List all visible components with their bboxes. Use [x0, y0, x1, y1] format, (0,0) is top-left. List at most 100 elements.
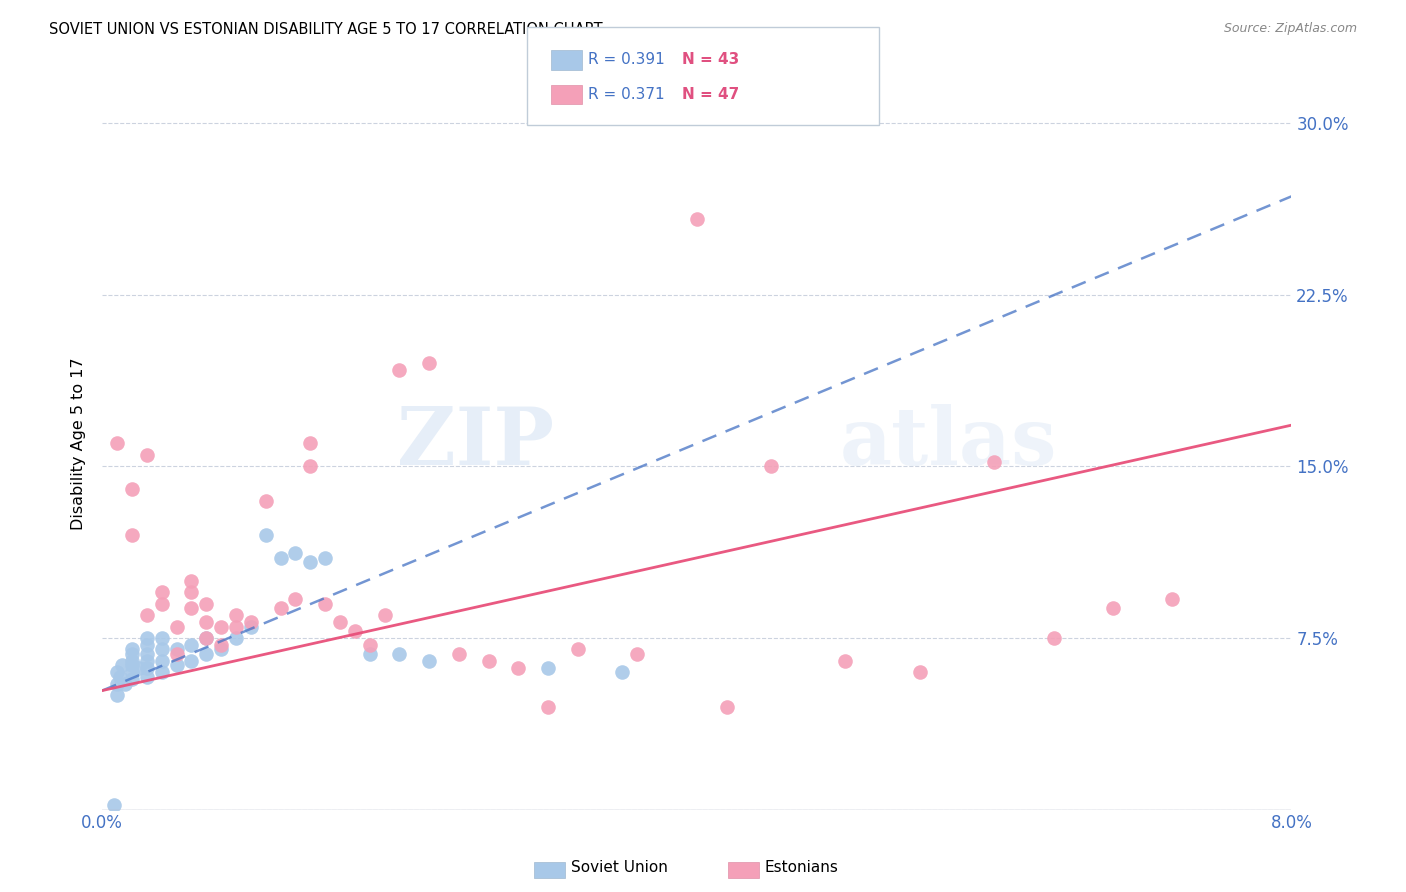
Point: [239, 615, 262, 629]
Point: [166, 619, 188, 633]
Point: [135, 670, 157, 684]
Point: [478, 654, 501, 668]
Point: [299, 436, 322, 450]
Point: [418, 654, 440, 668]
Point: [121, 654, 143, 668]
Point: [1102, 601, 1125, 615]
Point: [759, 459, 782, 474]
Point: [388, 647, 411, 661]
Text: N = 43: N = 43: [682, 53, 740, 67]
Point: [105, 688, 128, 702]
Point: [983, 455, 1005, 469]
Text: Estonians: Estonians: [765, 860, 839, 874]
Point: [150, 642, 173, 657]
Text: N = 47: N = 47: [682, 87, 740, 102]
Point: [359, 647, 381, 661]
Point: [716, 699, 738, 714]
Point: [314, 550, 336, 565]
Point: [135, 647, 157, 661]
Point: [418, 356, 440, 370]
Point: [166, 658, 188, 673]
Point: [150, 631, 173, 645]
Point: [270, 550, 292, 565]
Point: [270, 601, 292, 615]
Point: [180, 601, 202, 615]
Point: [908, 665, 931, 680]
Point: [225, 619, 247, 633]
Point: [225, 631, 247, 645]
Point: [103, 797, 125, 812]
Text: R = 0.391: R = 0.391: [588, 53, 665, 67]
Point: [834, 654, 856, 668]
Point: [166, 642, 188, 657]
Point: [195, 647, 218, 661]
Text: Source: ZipAtlas.com: Source: ZipAtlas.com: [1223, 22, 1357, 36]
Point: [150, 654, 173, 668]
Point: [121, 642, 143, 657]
Point: [447, 647, 470, 661]
Point: [388, 363, 411, 377]
Point: [209, 619, 232, 633]
Point: [150, 597, 173, 611]
Point: [150, 665, 173, 680]
Point: [612, 665, 634, 680]
Point: [225, 608, 247, 623]
Point: [284, 546, 307, 560]
Point: [209, 642, 232, 657]
Point: [537, 699, 560, 714]
Point: [150, 585, 173, 599]
Point: [195, 631, 218, 645]
Point: [128, 661, 150, 675]
Point: [180, 574, 202, 588]
Point: [121, 647, 143, 661]
Point: [195, 597, 218, 611]
Point: [254, 493, 277, 508]
Point: [195, 631, 218, 645]
Point: [105, 436, 128, 450]
Point: [284, 592, 307, 607]
Point: [180, 585, 202, 599]
Point: [343, 624, 366, 638]
Point: [329, 615, 352, 629]
Y-axis label: Disability Age 5 to 17: Disability Age 5 to 17: [72, 357, 86, 530]
Point: [135, 608, 157, 623]
Point: [180, 654, 202, 668]
Point: [626, 647, 648, 661]
Point: [686, 212, 709, 227]
Point: [121, 658, 143, 673]
Point: [567, 642, 589, 657]
Point: [135, 661, 157, 675]
Point: [135, 631, 157, 645]
Point: [105, 665, 128, 680]
Point: [180, 638, 202, 652]
Text: R = 0.371: R = 0.371: [588, 87, 664, 102]
Point: [135, 448, 157, 462]
Text: Soviet Union: Soviet Union: [571, 860, 668, 874]
Point: [110, 658, 132, 673]
Point: [359, 638, 381, 652]
Text: atlas: atlas: [839, 404, 1057, 483]
Point: [314, 597, 336, 611]
Point: [108, 670, 131, 684]
Point: [254, 528, 277, 542]
Point: [135, 654, 157, 668]
Point: [105, 676, 128, 690]
Point: [299, 556, 322, 570]
Point: [508, 661, 530, 675]
Point: [1161, 592, 1184, 607]
Point: [121, 482, 143, 496]
Point: [121, 528, 143, 542]
Text: SOVIET UNION VS ESTONIAN DISABILITY AGE 5 TO 17 CORRELATION CHART: SOVIET UNION VS ESTONIAN DISABILITY AGE …: [49, 22, 603, 37]
Point: [374, 608, 396, 623]
Point: [121, 665, 143, 680]
Point: [114, 676, 136, 690]
Point: [299, 459, 322, 474]
Point: [1042, 631, 1064, 645]
Text: ZIP: ZIP: [396, 404, 554, 483]
Point: [209, 638, 232, 652]
Point: [121, 672, 143, 686]
Point: [195, 615, 218, 629]
Point: [166, 647, 188, 661]
Point: [135, 638, 157, 652]
Point: [239, 619, 262, 633]
